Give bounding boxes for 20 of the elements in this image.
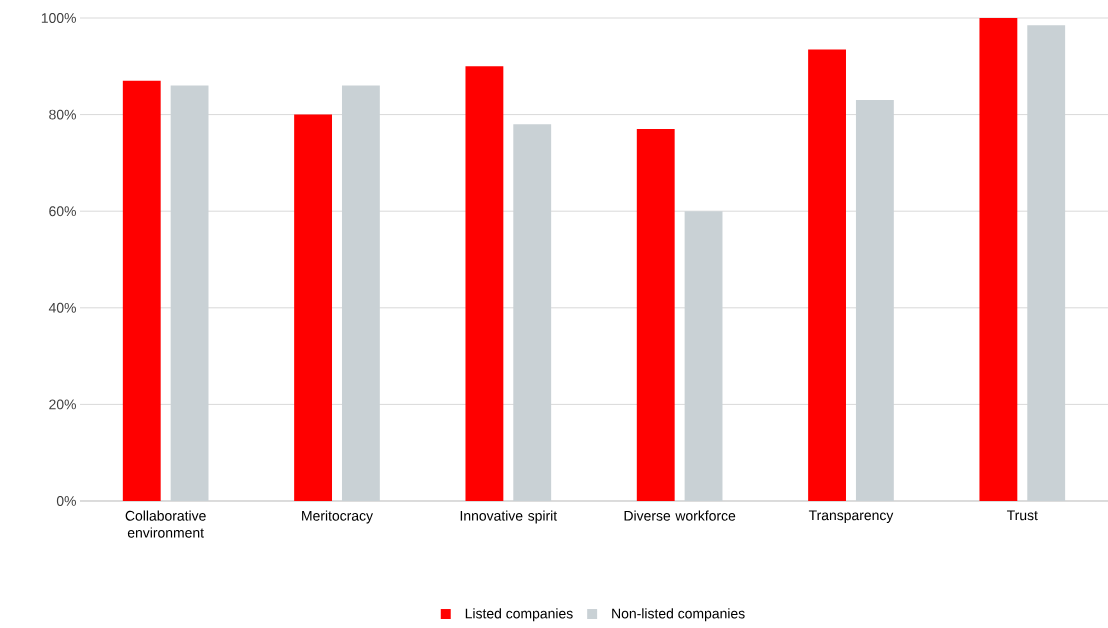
bar [808,49,846,501]
y-tick-label: 20% [49,399,76,410]
y-tick-label: 60% [49,206,76,217]
y-tick-label: 100% [41,13,76,23]
bar [636,129,675,501]
x-tick-label: Collaborative environment [125,510,206,538]
y-tick-label: 80% [49,109,76,120]
bar [122,80,161,501]
legend-label: Non-listed companies [612,608,745,622]
bar [979,18,1018,501]
bar [294,114,333,501]
x-tick-label: Meritocracy [302,510,373,524]
y-tick-label: 0% [56,496,76,506]
x-tick-label: Transparency [808,510,894,523]
x-tick-label: Trust [1006,510,1038,521]
legend-label: Listed companies [465,608,573,622]
x-tick-label: Diverse workforce [624,510,736,521]
y-tick-label: 40% [48,302,76,313]
x-tick-label: Innovative spirit [460,510,558,524]
bar [465,66,504,501]
